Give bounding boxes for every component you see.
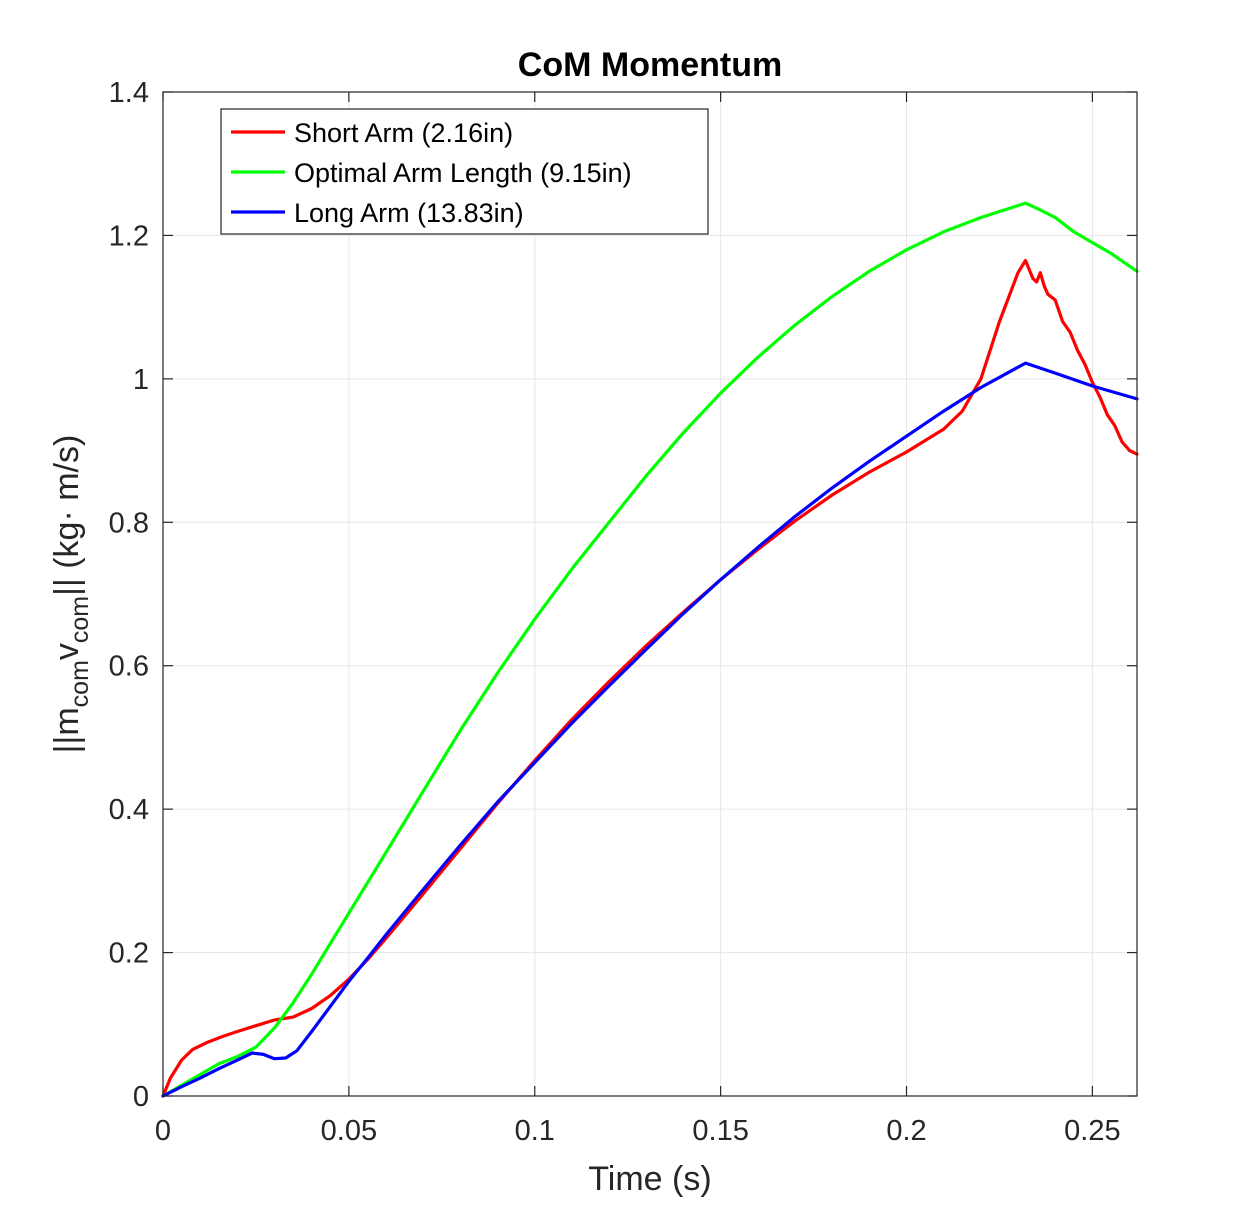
x-tick-label: 0.05 (321, 1115, 377, 1147)
chart-title: CoM Momentum (518, 46, 782, 84)
y-tick-label: 1 (133, 364, 149, 396)
legend: Short Arm (2.16in) Optimal Arm Length (9.… (220, 108, 709, 235)
axes-frame (162, 91, 1138, 1097)
y-tick-label: 0.8 (109, 507, 149, 539)
y-tick-label: 0.4 (109, 794, 149, 826)
legend-label-3: Long Arm (13.83in) (294, 198, 524, 228)
y-axis-label: ||mcomvcom|| (kg· m/s) (48, 435, 94, 754)
y-tick-label: 1.4 (109, 77, 149, 109)
y-axis-label-suffix: || (kg· m/s) (48, 435, 86, 596)
y-tick-label: 0.2 (109, 938, 149, 970)
y-axis-label-mid: v (48, 643, 86, 660)
y-axis-label-prefix: ||m (48, 707, 86, 753)
x-tick-label: 0.2 (886, 1115, 926, 1147)
y-axis-label-sub2: com (66, 596, 94, 643)
axis-ticks: 0 0.05 0.1 0.15 0.2 0.25 0 0.2 0.4 0.6 0.8 1 1.2 1.4 (109, 77, 1137, 1147)
x-axis-label: Time (s) (588, 1160, 711, 1198)
x-tick-label: 0.15 (692, 1115, 748, 1147)
legend-label-2: Optimal Arm Length (9.15in) (294, 158, 632, 188)
x-tick-label: 0.1 (515, 1115, 555, 1147)
legend-label-1: Short Arm (2.16in) (294, 118, 513, 148)
y-tick-label: 0.6 (109, 651, 149, 683)
x-tick-label: 0 (155, 1115, 171, 1147)
series-line-1 (161, 258, 1139, 1098)
x-tick-label: 0.25 (1064, 1115, 1120, 1147)
y-tick-label: 1.2 (109, 220, 149, 252)
y-axis-label-sub1: com (66, 660, 94, 707)
series-lines (161, 201, 1139, 1098)
series-line-3 (161, 361, 1139, 1098)
series-line-2 (161, 201, 1139, 1098)
y-tick-label: 0 (133, 1081, 149, 1113)
plot-area (163, 92, 1137, 1096)
legend-box (220, 108, 709, 235)
